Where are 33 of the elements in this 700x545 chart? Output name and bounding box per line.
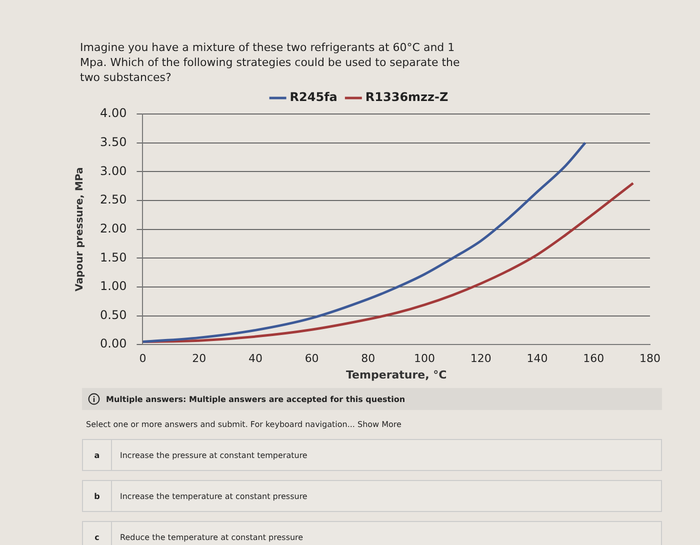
x-tick-label: 80: [361, 352, 376, 366]
text: b: [83, 481, 112, 511]
x-tick-label: 120: [470, 352, 492, 366]
x-tick-label: 100: [414, 352, 436, 366]
text: c: [83, 522, 112, 545]
x-tick-label: 140: [526, 352, 548, 366]
y-tick-label: 3.50: [100, 134, 127, 149]
x-tick-label: 0: [139, 352, 146, 366]
legend-label: R1336mzz-Z: [365, 90, 448, 104]
y-tick-label: 2.50: [100, 192, 127, 207]
y-tick-label: 1.00: [100, 279, 127, 294]
chart-title: Imagine you have a mixture of these two refrigerants at 60°C and 1 Mpa. Which of the following strategies could be used to separate the two substances?: [80, 40, 461, 85]
y-axis-title: Vapour pressure, MPa: [74, 167, 86, 292]
x-tick-label: 20: [192, 352, 206, 366]
x-tick-label: 160: [583, 352, 604, 366]
x-tick-label: 40: [248, 352, 262, 366]
text: a: [83, 440, 112, 470]
text: Increase the temperature at constant pressure: [119, 492, 308, 500]
x-tick-label: 180: [640, 352, 660, 366]
text: Multiple answers: Multiple answers are accepted for this question: [106, 394, 406, 404]
x-axis-title: Temperature, °C: [346, 368, 447, 382]
text: Select one or more answers and submit. For keyboard navigation... Show More: [86, 420, 402, 429]
y-tick-label: 0.00: [100, 336, 127, 351]
y-tick-label: 4.00: [100, 106, 127, 120]
line-series: [142, 142, 586, 343]
text: Increase the pressure at constant temperature: [119, 450, 308, 460]
y-tick-label: 1.50: [100, 250, 127, 264]
text: Reduce the temperature at constant pressure: [119, 532, 304, 542]
legend-label: R245fa: [290, 90, 338, 104]
y-tick-label: 3.00: [100, 164, 127, 178]
x-tick-label: 60: [304, 352, 319, 366]
y-tick-label: 0.50: [100, 308, 127, 322]
y-tick-label: 2.00: [100, 221, 127, 236]
